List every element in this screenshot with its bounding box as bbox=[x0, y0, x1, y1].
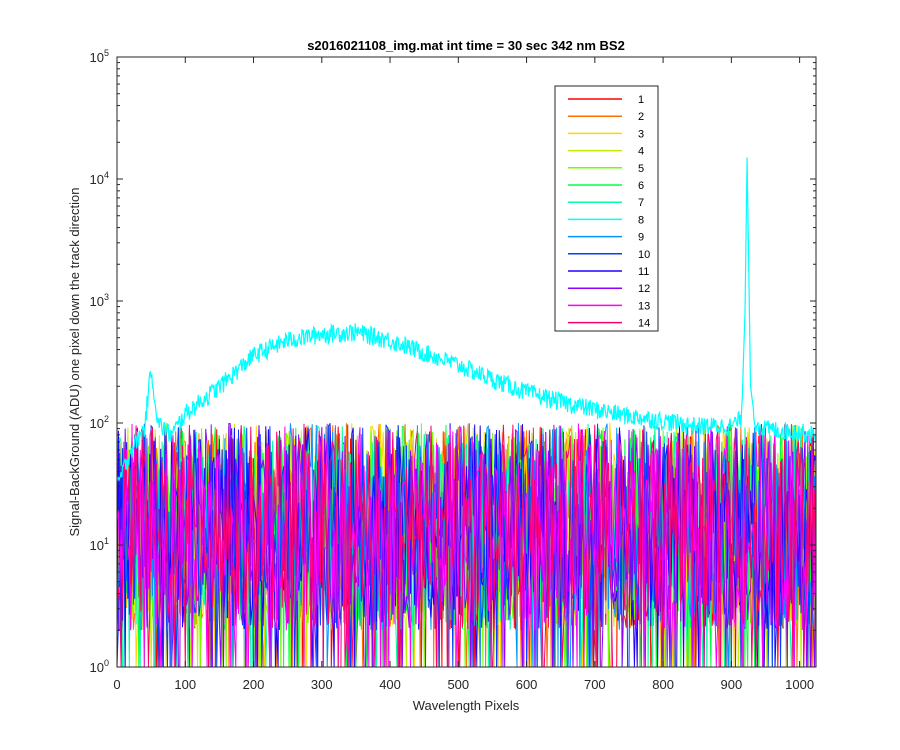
y-axis-label: Signal-BackGround (ADU) one pixel down t… bbox=[67, 187, 82, 536]
x-tick-label: 200 bbox=[243, 677, 265, 692]
series-line-8 bbox=[117, 157, 816, 483]
x-axis: 0 100 200 300 400 500 600 700 800 900 1000 bbox=[113, 57, 814, 692]
legend-label-9: 9 bbox=[638, 232, 644, 244]
y-tick-label: 102 bbox=[90, 414, 109, 431]
legend-label-2: 2 bbox=[638, 111, 644, 123]
y-tick-label: 100 bbox=[90, 658, 109, 675]
legend-label-7: 7 bbox=[638, 197, 644, 209]
legend-label-10: 10 bbox=[638, 249, 650, 261]
x-tick-label: 400 bbox=[379, 677, 401, 692]
y-tick-label: 101 bbox=[90, 536, 109, 553]
legend-box bbox=[554, 85, 659, 332]
y-tick-label: 104 bbox=[90, 170, 109, 187]
y-tick-label: 103 bbox=[90, 292, 109, 309]
legend-label-4: 4 bbox=[638, 146, 644, 158]
legend-label-12: 12 bbox=[638, 283, 650, 295]
legend-label-13: 13 bbox=[638, 300, 650, 312]
legend-label-1: 1 bbox=[638, 94, 644, 106]
series-line-14 bbox=[117, 423, 816, 667]
x-tick-label: 1000 bbox=[785, 677, 814, 692]
legend-label-5: 5 bbox=[638, 163, 644, 175]
x-tick-label: 900 bbox=[721, 677, 743, 692]
axes-box bbox=[116, 56, 817, 668]
legend-label-11: 11 bbox=[638, 266, 649, 278]
y-tick-label: 105 bbox=[90, 48, 109, 65]
x-tick-label: 600 bbox=[516, 677, 538, 692]
x-tick-label: 700 bbox=[584, 677, 606, 692]
x-tick-label: 0 bbox=[113, 677, 120, 692]
series-line-13 bbox=[117, 423, 816, 667]
x-tick-label: 300 bbox=[311, 677, 333, 692]
legend-label-14: 14 bbox=[638, 318, 650, 330]
legend-label-6: 6 bbox=[638, 180, 644, 192]
x-axis-label: Wavelength Pixels bbox=[413, 698, 520, 713]
plot-area bbox=[116, 56, 817, 668]
legend-label-8: 8 bbox=[638, 214, 644, 226]
x-tick-label: 500 bbox=[447, 677, 469, 692]
legend-label-3: 3 bbox=[638, 128, 644, 140]
chart-title: s2016021108_img.mat int time = 30 sec 34… bbox=[307, 38, 625, 53]
x-tick-label: 800 bbox=[652, 677, 674, 692]
x-tick-label: 100 bbox=[174, 677, 196, 692]
